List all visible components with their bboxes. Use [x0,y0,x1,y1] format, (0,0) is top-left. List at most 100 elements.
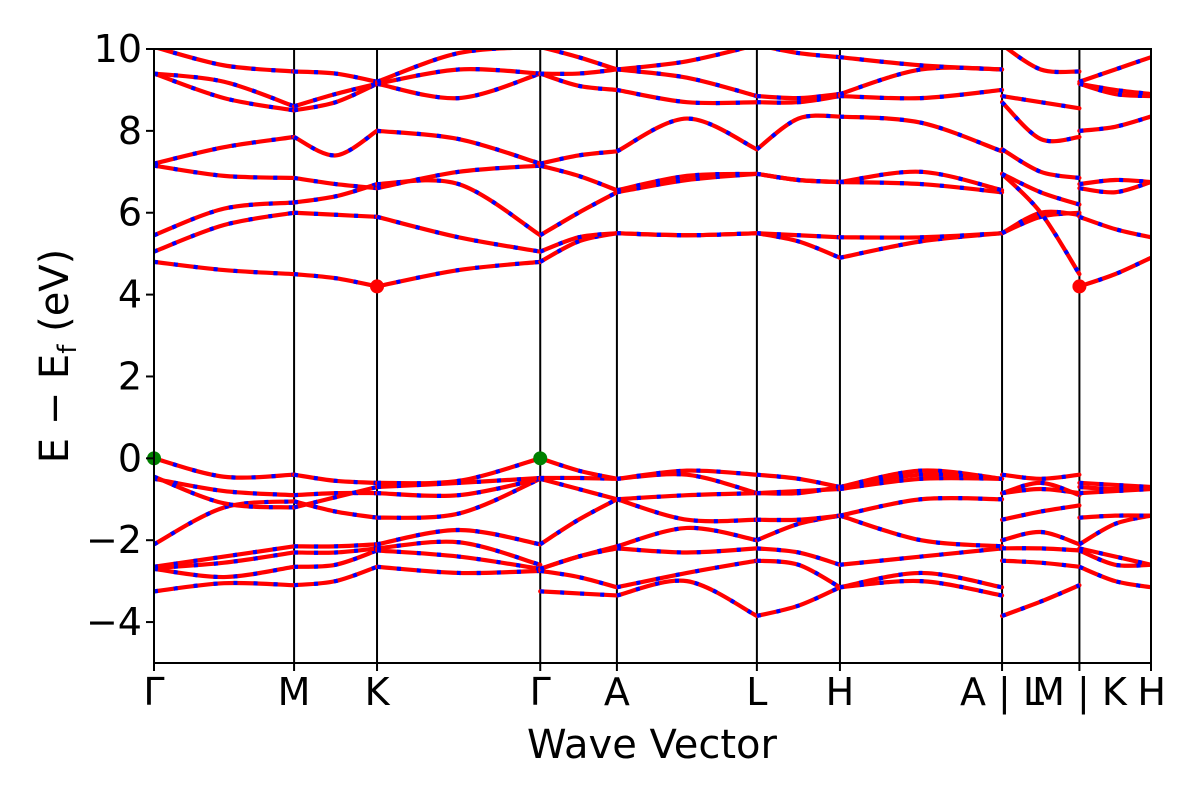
band-line-spin-up [374,49,541,84]
band-line-spin-up [999,147,1082,181]
band-line-spin-up [154,474,297,510]
band-line-spin-down [756,231,841,260]
band-line-spin-down [293,81,378,109]
band-line-spin-up [1077,179,1151,195]
band-line-spin-up [154,71,297,113]
band-line-spin-down [839,468,1003,490]
band-line-spin-up [539,49,620,72]
y-axis-label: E − Ef (eV) [32,249,83,464]
band-line-spin-up [154,210,297,254]
band-line-spin-down [839,179,1003,195]
band-line-spin-down [839,578,1003,598]
y-axis-label-main: E − E [32,354,78,464]
y-tick-label: −4 [86,600,142,644]
band-line-spin-down [839,231,1003,260]
band-line-spin-up [614,171,759,193]
band-line-spin-down [154,71,295,113]
band-line-spin-up [1077,81,1151,97]
band-line-spin-up [999,472,1082,481]
band-line-spin-down [376,476,541,499]
band-line-spin-up [154,134,297,166]
band-line-spin-up [538,568,620,590]
band-line-spin-down [294,546,378,555]
band-line-spin-up [154,499,297,547]
band-line-spin-down [839,231,1003,240]
band-line-spin-up [154,163,297,181]
band-curves [154,49,1151,619]
band-line-spin-down [616,578,758,618]
band-line-spin-up [154,564,297,580]
x-tick-label: M [278,670,311,714]
band-line-spin-down [766,49,841,60]
band-line-spin-down [839,65,1003,97]
band-line-spin-down [1001,583,1081,618]
band-line-spin-up [614,87,759,106]
x-axis-label: Wave Vector [527,722,778,768]
band-line-spin-up [154,544,297,569]
band-line-spin-up [614,525,759,549]
band-line-spin-up [614,558,759,590]
band-line-spin-down [756,91,841,101]
x-tick-label: A | L [960,670,1044,715]
band-line-spin-up [614,468,759,481]
band-line-spin-up [837,513,1005,549]
cbm-marker [370,279,385,294]
band-line-spin-down [154,71,295,109]
band-line-spin-down [756,585,841,618]
band-line-spin-up [999,546,1082,553]
x-tick-label: K [365,670,391,714]
band-line-spin-down [293,484,378,510]
band-line-spin-down [294,542,378,549]
band-line-spin-up [1077,564,1151,590]
band-line-spin-up [538,544,620,571]
band-line-spin-down [293,472,378,485]
y-tick-label: −2 [86,518,142,562]
band-line-spin-down [1079,513,1151,520]
band-line-spin-up [999,503,1082,522]
band-line-spin-up [614,491,759,502]
band-line-spin-down [1001,480,1081,498]
x-tick-label: A [604,670,630,714]
band-line-spin-up [614,497,759,524]
band-line-spin-down [839,169,1003,193]
band-line-spin-down [839,495,1003,518]
band-line-spin-up [291,128,380,158]
band-line-spin-down [293,272,378,289]
band-line-spin-down [293,490,378,498]
band-line-spin-up [154,49,297,74]
x-tick-label: Γ [143,670,164,714]
band-line-spin-up [538,67,620,76]
band-line-spin-up [374,178,543,238]
band-line-spin-up [538,456,620,481]
band-line-spin-down [539,456,618,481]
band-line-spin-down [376,539,541,567]
band-line-spin-down [839,546,1003,567]
band-line-spin-up [1077,255,1151,289]
band-line-spin-up [1077,548,1151,568]
plot-frame [153,48,1152,664]
band-line-spin-down [293,210,378,219]
band-line-spin-down [154,134,295,166]
band-line-spin-up [538,149,620,166]
band-line-spin-down [1079,177,1151,187]
band-line-spin-down [756,558,841,590]
band-line-spin-up [1077,114,1151,133]
band-line-spin-up [837,65,1005,97]
band-line-spin-down [293,129,379,158]
band-line-spin-down [376,564,541,576]
band-line-spin-up [614,546,759,555]
band-line-spin-down [539,71,618,93]
y-axis-label-subscript: f [53,344,83,354]
band-line-spin-down [376,259,541,289]
band-line-spin-down [839,570,1003,590]
band-line-spin-down [376,476,542,520]
y-tick-label: 4 [118,273,142,317]
band-line-spin-up [614,578,759,619]
x-tick-label: L [746,670,767,714]
x-tick-label: M | K [1032,670,1128,715]
band-line-spin-down [839,472,1003,490]
band-line-spin-down [839,475,1003,492]
band-line-spin-down [756,93,841,105]
